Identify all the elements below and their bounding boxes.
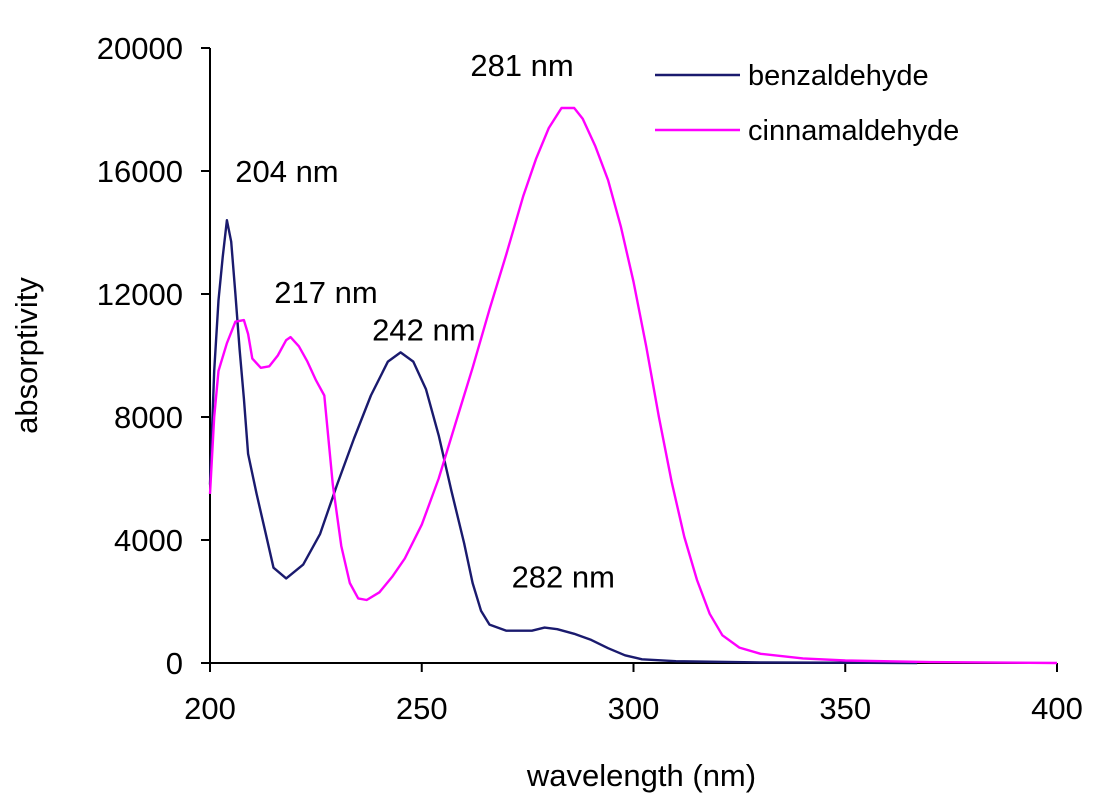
- x-tick-label: 400: [1031, 691, 1083, 726]
- x-tick-label: 300: [608, 691, 660, 726]
- series-line-cinnamaldehyde: [208, 106, 1058, 665]
- x-tick-label: 200: [184, 691, 236, 726]
- legend-label: benzaldehyde: [748, 60, 929, 92]
- series-line-benzaldehyde: [208, 219, 918, 665]
- peak-annotation: 281 nm: [470, 48, 573, 83]
- peak-annotation: 217 nm: [274, 275, 377, 310]
- x-tick-label: 350: [819, 691, 871, 726]
- y-axis-title: absorptivity: [9, 277, 44, 434]
- legend: benzaldehyde cinnamaldehyde: [655, 60, 959, 147]
- peak-annotation: 242 nm: [372, 312, 475, 347]
- peak-annotation: 204 nm: [235, 154, 338, 189]
- y-tick-label: 16000: [97, 154, 183, 189]
- y-tick-label: 4000: [114, 523, 183, 558]
- y-tick-label: 8000: [114, 400, 183, 435]
- x-tick-label: 250: [396, 691, 448, 726]
- x-axis-title: wavelength (nm): [526, 758, 756, 793]
- peak-annotation: 282 nm: [512, 560, 615, 595]
- series: [208, 106, 1058, 665]
- y-tick-label: 0: [166, 646, 183, 681]
- legend-label: cinnamaldehyde: [748, 115, 959, 147]
- y-tick-label: 20000: [97, 31, 183, 66]
- y-tick-label: 12000: [97, 277, 183, 312]
